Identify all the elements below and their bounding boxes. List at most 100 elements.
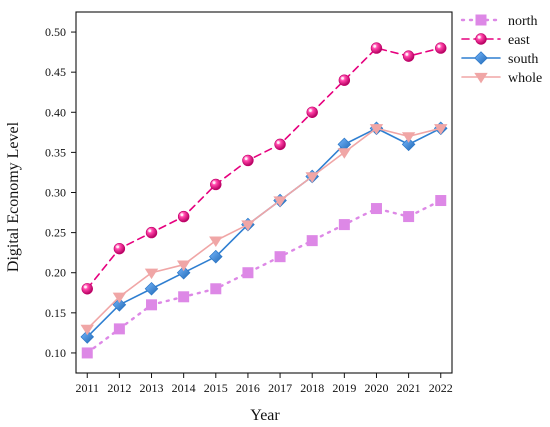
series-east-point-2016-highlight: [244, 157, 248, 161]
series-east-point-2017: [274, 138, 286, 151]
series-east-point-2011-highlight: [84, 285, 87, 289]
legend-label-south: south: [508, 52, 538, 67]
series-east-point-2020-shape: [370, 42, 383, 54]
series-north-point-2013: [146, 299, 158, 311]
series-east-point-2020-highlight: [373, 44, 377, 48]
series-east-point-2017-highlight: [276, 141, 280, 144]
series-whole-point-2018: [305, 172, 319, 183]
series-east-point-2019-shape: [338, 74, 351, 86]
y-tick-label-0: 0.10: [45, 346, 66, 360]
series-whole-point-2020: [369, 124, 384, 135]
x-tick-label-0: 2011: [75, 381, 99, 395]
series-east-point-2021: [402, 50, 415, 62]
x-tick-label-11: 2022: [429, 381, 453, 395]
series-east-point-2013-shape: [145, 226, 158, 239]
series-layer: [80, 42, 448, 359]
series-north-point-2022: [435, 195, 447, 207]
series-south-point-2021: [401, 137, 416, 152]
x-tick-label-2: 2013: [140, 381, 164, 395]
series-east-point-2014: [177, 210, 190, 223]
series-north-point-2016: [242, 267, 254, 279]
series-south-point-2015: [208, 249, 223, 264]
series-east-point-2022-shape: [435, 42, 447, 54]
series-north-point-2015: [210, 283, 222, 295]
series-south-point-2013: [144, 281, 159, 296]
series-east-point-2016-shape: [242, 154, 254, 167]
y-tick-label-4: 0.30: [45, 186, 66, 200]
series-whole-point-2019: [337, 148, 352, 159]
series-east-point-2019-highlight: [341, 76, 344, 80]
legend-item-north: north: [460, 14, 538, 29]
legend-item-south: south: [461, 51, 538, 67]
x-tick-label-9: 2020: [364, 381, 388, 395]
series-east-point-2012: [113, 242, 126, 255]
legend-label-whole: whole: [508, 71, 542, 86]
series-south-point-2014: [176, 265, 191, 280]
x-tick-label-10: 2021: [397, 381, 421, 395]
x-tick-label-4: 2015: [204, 381, 228, 395]
series-whole: [80, 124, 448, 336]
y-axis-title: Digital Economy Level: [5, 121, 22, 272]
y-tick-label-5: 0.35: [45, 145, 66, 159]
legend-marker-south: [474, 51, 488, 65]
series-north-point-2020: [370, 203, 382, 215]
series-east-point-2021-highlight: [405, 52, 409, 56]
series-whole-point-2015: [209, 236, 223, 247]
series-north-point-2012: [113, 323, 125, 335]
x-axis-title: Year: [250, 407, 280, 424]
series-east-point-2015-shape: [210, 178, 222, 191]
y-tick-label-6: 0.40: [45, 105, 66, 119]
series-east-point-2012-shape: [113, 242, 126, 255]
legend-marker-east-highlight: [477, 35, 481, 39]
series-east-point-2011-shape: [81, 283, 93, 295]
legend-item-whole: whole: [461, 71, 542, 86]
series-north-point-2021: [403, 211, 415, 223]
y-tick-label-7: 0.45: [45, 65, 66, 79]
x-tick-label-3: 2014: [172, 381, 196, 395]
x-tick-label-6: 2017: [268, 381, 292, 395]
y-tick-label-1: 0.15: [45, 306, 66, 320]
legend-marker-whole: [474, 72, 488, 84]
legend-label-east: east: [508, 33, 530, 48]
series-north-point-2014: [178, 291, 190, 303]
series-whole-line: [86, 127, 442, 330]
series-east-point-2014-shape: [177, 210, 190, 223]
legend: north east south whole: [460, 14, 542, 86]
y-tick-label-3: 0.25: [45, 226, 66, 240]
legend-marker-east: [475, 33, 487, 45]
x-tick-label-5: 2016: [236, 381, 260, 395]
series-north: [81, 195, 447, 359]
x-tick-label-1: 2012: [107, 381, 131, 395]
series-whole-point-2016: [241, 220, 255, 231]
series-east-point-2017-shape: [274, 138, 286, 151]
series-east-point-2015: [210, 178, 222, 191]
series-east-point-2022-highlight: [437, 44, 441, 48]
x-tick-label-7: 2018: [300, 381, 324, 395]
series-east-point-2021-shape: [402, 50, 415, 62]
series-east-point-2015-highlight: [212, 181, 216, 185]
legend-marker-north: [475, 14, 487, 26]
legend-marker-east-shape: [475, 33, 487, 45]
series-east-point-2018-shape: [306, 106, 318, 118]
series-whole-point-2012: [112, 292, 127, 304]
series-east-point-2013-highlight: [148, 229, 152, 233]
y-tick-label-2: 0.20: [45, 266, 66, 280]
series-south-point-2012: [112, 298, 127, 312]
legend-label-north: north: [508, 14, 538, 29]
series-whole-point-2021: [401, 132, 416, 143]
axes: 2011 2012 2013 2014 2015 2016 2017 2018 2019 2020…: [45, 25, 453, 395]
series-north-point-2019: [338, 219, 350, 231]
series-north-point-2018: [306, 235, 318, 247]
series-east-point-2022: [435, 42, 447, 54]
series-whole-point-2013: [144, 268, 159, 280]
series-whole-point-2011: [80, 324, 94, 336]
series-north-point-2017: [274, 251, 286, 263]
legend-item-east: east: [461, 33, 530, 48]
series-east-point-2018-highlight: [309, 109, 312, 112]
series-east-point-2012-highlight: [116, 245, 119, 249]
plot-frame: [75, 11, 453, 374]
series-east-point-2013: [145, 226, 158, 239]
series-south-point-2011: [80, 330, 95, 344]
